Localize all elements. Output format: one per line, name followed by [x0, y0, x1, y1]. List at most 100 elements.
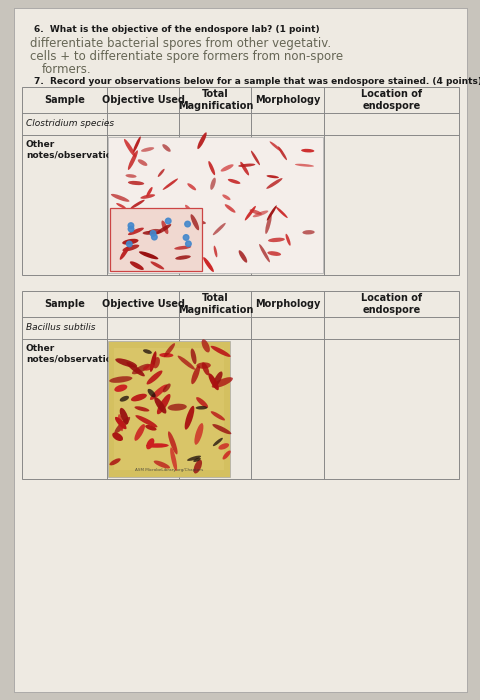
Circle shape: [128, 226, 133, 232]
Text: Morphology: Morphology: [254, 95, 320, 105]
Ellipse shape: [294, 164, 313, 167]
Ellipse shape: [197, 132, 206, 149]
Ellipse shape: [130, 261, 144, 270]
Ellipse shape: [187, 183, 196, 190]
Ellipse shape: [115, 358, 137, 368]
Ellipse shape: [141, 147, 154, 152]
Ellipse shape: [120, 395, 129, 402]
Ellipse shape: [213, 246, 217, 258]
Ellipse shape: [132, 136, 141, 153]
Ellipse shape: [131, 393, 146, 401]
Ellipse shape: [125, 174, 136, 178]
Ellipse shape: [300, 149, 314, 153]
Ellipse shape: [238, 250, 247, 262]
Ellipse shape: [170, 447, 177, 471]
Ellipse shape: [154, 219, 166, 225]
Ellipse shape: [251, 150, 260, 165]
Text: Location of
endospore: Location of endospore: [360, 89, 421, 111]
Bar: [22, 87, 458, 275]
Ellipse shape: [213, 438, 222, 446]
Ellipse shape: [175, 256, 191, 260]
Ellipse shape: [277, 146, 287, 160]
Ellipse shape: [154, 397, 166, 414]
Text: Sample: Sample: [44, 299, 85, 309]
Text: Total
Magnification: Total Magnification: [177, 293, 252, 315]
Ellipse shape: [222, 195, 230, 200]
Ellipse shape: [174, 246, 191, 250]
Text: Total
Magnification: Total Magnification: [177, 89, 252, 111]
Ellipse shape: [122, 239, 138, 245]
Text: Other
notes/observations:: Other notes/observations:: [26, 344, 127, 363]
Ellipse shape: [168, 404, 186, 411]
Ellipse shape: [190, 349, 196, 364]
Ellipse shape: [162, 178, 178, 190]
Ellipse shape: [156, 224, 171, 234]
Ellipse shape: [218, 443, 228, 449]
Ellipse shape: [189, 218, 205, 224]
Ellipse shape: [249, 209, 261, 215]
Ellipse shape: [196, 397, 208, 408]
Ellipse shape: [118, 414, 123, 431]
Ellipse shape: [145, 425, 156, 430]
Ellipse shape: [161, 220, 168, 234]
Ellipse shape: [146, 438, 154, 449]
Ellipse shape: [212, 223, 225, 235]
Circle shape: [126, 241, 132, 247]
Ellipse shape: [208, 373, 218, 390]
Ellipse shape: [266, 175, 278, 178]
Text: ASM MicrobeLibrary.org/Chapters: ASM MicrobeLibrary.org/Chapters: [135, 468, 203, 472]
Ellipse shape: [162, 144, 170, 152]
Ellipse shape: [210, 346, 230, 357]
Text: Morphology: Morphology: [254, 299, 320, 309]
Ellipse shape: [150, 261, 164, 270]
Ellipse shape: [269, 141, 282, 152]
Ellipse shape: [213, 372, 222, 387]
Circle shape: [183, 234, 189, 240]
Ellipse shape: [130, 199, 144, 209]
Ellipse shape: [203, 257, 214, 272]
Ellipse shape: [194, 423, 203, 445]
Ellipse shape: [224, 204, 235, 213]
Text: 7.  Record your observations below for a sample that was endospore stained. (4 p: 7. Record your observations below for a …: [34, 77, 480, 86]
Ellipse shape: [266, 178, 282, 189]
Ellipse shape: [177, 356, 195, 370]
Ellipse shape: [142, 231, 156, 234]
Ellipse shape: [134, 424, 144, 441]
Ellipse shape: [134, 406, 149, 412]
Ellipse shape: [153, 357, 160, 368]
Ellipse shape: [264, 214, 271, 234]
Ellipse shape: [124, 139, 135, 158]
Ellipse shape: [150, 351, 156, 372]
Circle shape: [165, 218, 171, 224]
Text: formers.: formers.: [42, 63, 91, 76]
Text: Bacillus subtilis: Bacillus subtilis: [26, 323, 96, 332]
Ellipse shape: [202, 363, 209, 375]
Text: Other
notes/observations:: Other notes/observations:: [26, 140, 127, 160]
Bar: [108, 137, 322, 273]
Text: Clostridium species: Clostridium species: [26, 120, 114, 129]
Text: 6.  What is the objective of the endospore lab? (1 point): 6. What is the objective of the endospor…: [34, 25, 319, 34]
Ellipse shape: [148, 229, 161, 234]
Text: Location of
endospore: Location of endospore: [360, 293, 421, 315]
Ellipse shape: [210, 178, 216, 190]
Ellipse shape: [147, 389, 156, 398]
Ellipse shape: [109, 458, 120, 466]
Ellipse shape: [266, 205, 276, 220]
Ellipse shape: [146, 370, 162, 384]
Bar: [108, 341, 230, 477]
Ellipse shape: [212, 424, 231, 434]
Ellipse shape: [137, 160, 147, 166]
Ellipse shape: [228, 179, 240, 184]
Ellipse shape: [159, 353, 173, 358]
Ellipse shape: [244, 206, 255, 220]
Ellipse shape: [267, 251, 280, 256]
Ellipse shape: [139, 251, 158, 259]
Ellipse shape: [140, 194, 155, 199]
Ellipse shape: [187, 230, 197, 236]
Circle shape: [150, 230, 156, 236]
Ellipse shape: [238, 164, 255, 167]
Text: Objective Used: Objective Used: [102, 299, 184, 309]
Ellipse shape: [146, 187, 152, 197]
Ellipse shape: [208, 161, 215, 175]
Ellipse shape: [240, 162, 249, 176]
